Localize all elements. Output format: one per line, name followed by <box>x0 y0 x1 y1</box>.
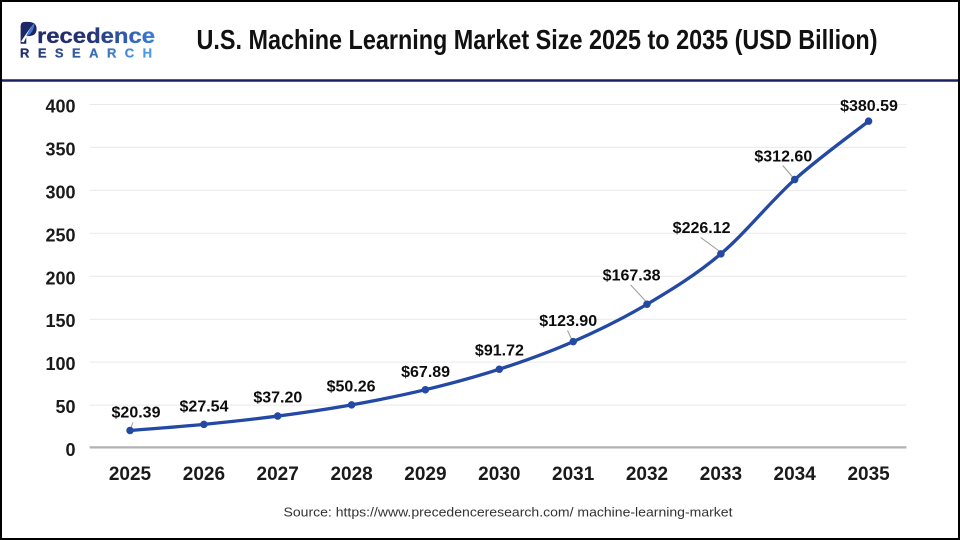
svg-text:2028: 2028 <box>330 464 372 485</box>
svg-text:2025: 2025 <box>109 464 152 485</box>
svg-text:$380.59: $380.59 <box>840 98 898 115</box>
svg-text:$123.90: $123.90 <box>539 313 597 330</box>
svg-text:recedence: recedence <box>37 25 155 48</box>
svg-text:350: 350 <box>45 139 75 159</box>
svg-text:100: 100 <box>45 354 75 374</box>
svg-text:U.S. Machine Learning Market S: U.S. Machine Learning Market Size 2025 t… <box>197 24 878 55</box>
svg-text:300: 300 <box>45 182 75 202</box>
svg-text:50: 50 <box>55 397 75 417</box>
svg-text:2032: 2032 <box>626 464 668 485</box>
svg-text:$67.89: $67.89 <box>401 364 450 381</box>
svg-text:2027: 2027 <box>257 464 299 485</box>
svg-text:2033: 2033 <box>700 464 742 485</box>
svg-text:150: 150 <box>45 311 75 331</box>
svg-text:$50.26: $50.26 <box>327 379 376 396</box>
svg-text:$27.54: $27.54 <box>180 398 229 415</box>
svg-text:2029: 2029 <box>404 464 446 485</box>
svg-text:$167.38: $167.38 <box>603 268 661 285</box>
svg-text:200: 200 <box>45 268 75 288</box>
svg-text:$312.60: $312.60 <box>754 148 812 165</box>
svg-text:$37.20: $37.20 <box>253 390 302 407</box>
svg-text:250: 250 <box>45 225 75 245</box>
svg-text:$226.12: $226.12 <box>673 220 731 237</box>
svg-text:2031: 2031 <box>552 464 595 485</box>
svg-text:$20.39: $20.39 <box>112 404 161 421</box>
svg-text:2034: 2034 <box>774 464 817 485</box>
svg-text:$91.72: $91.72 <box>475 342 524 359</box>
svg-text:2035: 2035 <box>847 464 890 485</box>
svg-text:400: 400 <box>45 97 75 117</box>
svg-text:0: 0 <box>65 440 75 460</box>
svg-text:2026: 2026 <box>183 464 225 485</box>
svg-text:2030: 2030 <box>478 464 520 485</box>
svg-text:Source: https://www.precedence: Source: https://www.precedenceresearch.c… <box>284 505 733 520</box>
